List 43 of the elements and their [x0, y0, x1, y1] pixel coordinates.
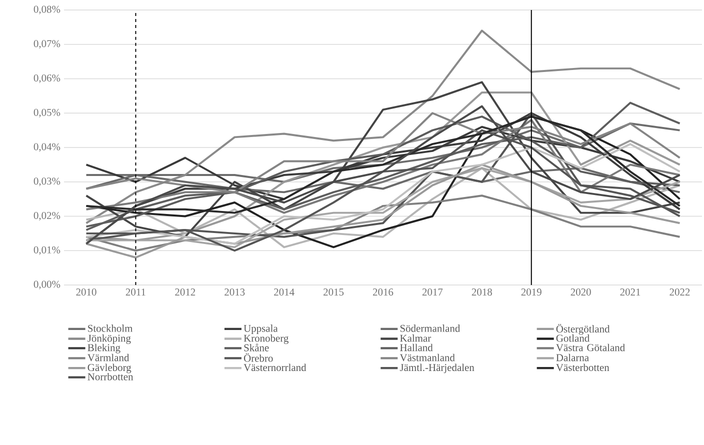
x-tick-label: 2016 [372, 288, 394, 296]
legend-label: Värmland [88, 354, 130, 362]
legend-label: Uppsala [244, 324, 278, 334]
legend-label: Östergötland [556, 324, 610, 335]
legend-label: Gotland [556, 334, 590, 342]
y-tick-label: 0,03% [34, 178, 60, 186]
legend-label: Gävleborg [88, 364, 132, 374]
y-tick-label: 0,08% [34, 6, 60, 14]
legend-label: Södermanland [400, 324, 460, 332]
x-tick-label: 2011 [126, 288, 146, 296]
legend-label: Norrbotten [88, 372, 134, 380]
x-tick-label: 2021 [620, 288, 640, 296]
legend-label: Jönköping [88, 334, 131, 344]
legend-label: Västernorrland [244, 364, 306, 372]
y-tick-label: 0,04% [34, 143, 60, 152]
x-tick-label: 2010 [76, 288, 96, 296]
y-tick-label: 0,07% [34, 40, 60, 49]
x-tick-label: 2022 [670, 288, 690, 296]
y-tick-label: 0,00% [34, 280, 60, 290]
x-tick-label: 2019 [521, 288, 542, 296]
legend-label: Bleking [88, 344, 120, 354]
x-tick-label: 2020 [570, 288, 591, 296]
legend-label: Kalmar [400, 334, 432, 342]
legend-label: Västra Götaland [556, 344, 625, 352]
y-tick-label: 0,01% [34, 246, 60, 255]
legend-label: Örebro [244, 353, 273, 362]
legend-label: Dalarna [556, 354, 589, 362]
x-tick-label: 2013 [224, 288, 245, 296]
legend-label: Västmanland [400, 354, 455, 362]
legend-label: Kronoberg [244, 334, 288, 344]
legend-label: Västerbotten [556, 364, 610, 372]
x-tick-label: 2017 [422, 288, 443, 296]
x-tick-label: 2018 [472, 288, 492, 296]
x-tick-label: 2015 [324, 288, 344, 296]
legend-label: Skåne [244, 344, 269, 352]
y-tick-label: 0,02% [34, 212, 60, 221]
legend-label: Jämtl.-Härjedalen [400, 364, 474, 374]
legend-label: Stockholm [88, 324, 133, 332]
x-tick-label: 2014 [274, 288, 294, 296]
y-tick-label: 0,06% [34, 74, 60, 84]
legend-label: Halland [400, 344, 433, 352]
x-tick-label: 2012 [175, 288, 196, 296]
y-tick-label: 0,05% [34, 108, 60, 118]
